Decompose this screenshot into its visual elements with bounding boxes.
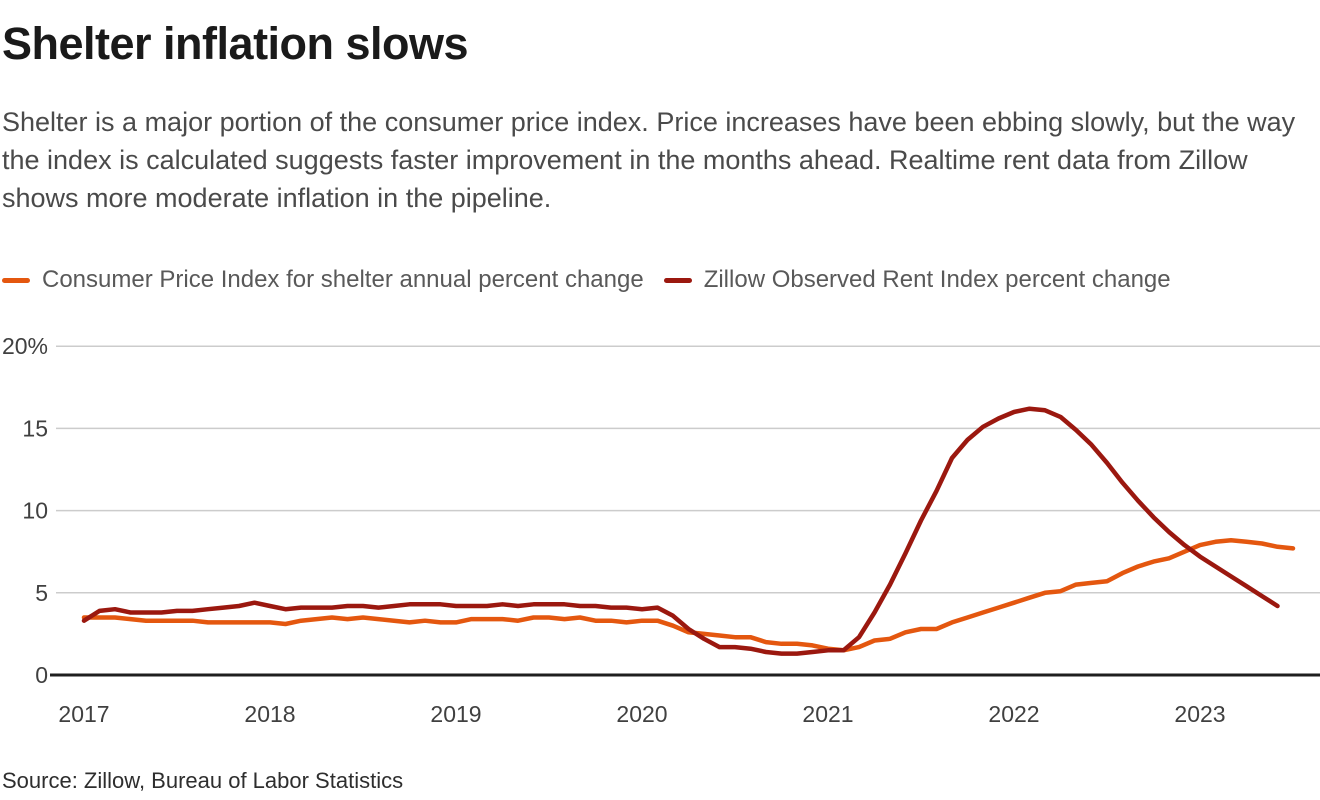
zori-series-line — [81, 406, 1280, 656]
y-tick-label: 5 — [35, 580, 48, 606]
x-tick-label: 2023 — [1174, 701, 1225, 727]
chart-legend: Consumer Price Index for shelter annual … — [2, 266, 1171, 294]
chart-description: Shelter is a major portion of the consum… — [2, 107, 1296, 213]
legend-item-cpi: Consumer Price Index for shelter annual … — [2, 266, 644, 294]
legend-item-zori: Zillow Observed Rent Index percent chang… — [663, 266, 1171, 294]
legend-label-zori: Zillow Observed Rent Index percent chang… — [703, 266, 1171, 293]
x-tick-label: 2019 — [430, 701, 481, 727]
x-tick-label: 2020 — [616, 701, 667, 727]
y-tick-label: 0 — [35, 662, 48, 688]
zori-line-swatch — [663, 277, 692, 283]
legend-label-cpi: Consumer Price Index for shelter annual … — [42, 266, 644, 293]
y-tick-label: 15 — [22, 415, 48, 441]
line-chart: 0 5 10 15 20% 2017 2018 2019 2020 2021 2022 2023 — [2, 333, 1320, 727]
x-tick-label: 2021 — [802, 701, 853, 727]
source-note: Source: Zillow, Bureau of Labor Statisti… — [2, 768, 404, 793]
x-tick-label: 2017 — [58, 701, 109, 727]
page-title: Shelter inflation slows — [2, 18, 469, 69]
cpi-series-line — [81, 537, 1296, 653]
cpi-line-swatch — [2, 277, 30, 283]
y-tick-label: 20% — [2, 333, 48, 359]
x-tick-label: 2018 — [244, 701, 295, 727]
y-tick-label: 10 — [22, 498, 48, 524]
x-tick-label: 2022 — [988, 701, 1039, 727]
